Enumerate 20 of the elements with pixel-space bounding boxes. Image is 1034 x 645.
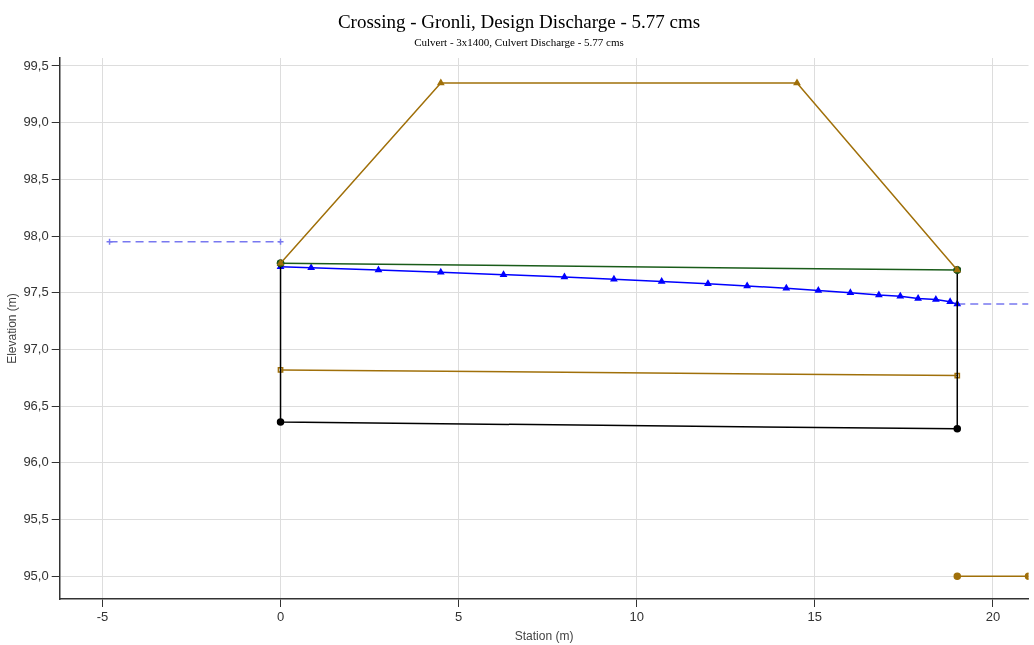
y-tick-label: 96,5: [23, 397, 49, 413]
x-axis-title: Station (m): [514, 629, 574, 644]
y-tick-label: 97,0: [23, 341, 49, 357]
y-tick-label: 98,0: [23, 227, 49, 243]
y-tick-label: 95,5: [23, 511, 49, 527]
chart-title: Crossing - Gronli, Design Discharge - 5.77 cms: [337, 11, 701, 33]
x-tick-label: 15: [807, 609, 823, 625]
y-tick-label: 95,0: [23, 567, 49, 583]
y-tick-label: 98,5: [23, 170, 49, 186]
x-tick-label: -5: [96, 609, 109, 625]
y-tick-label: 99,5: [23, 57, 49, 73]
chart-subtitle: Culvert - 3x1400, Culvert Discharge - 5.77 cms: [414, 36, 624, 49]
x-tick-label: 20: [985, 609, 1001, 625]
y-tick-label: 97,5: [23, 284, 49, 300]
x-tick-label: 5: [455, 609, 463, 625]
x-tick-label: 0: [276, 609, 285, 625]
y-tick-label: 96,0: [23, 454, 49, 470]
y-tick-label: 99,0: [23, 114, 49, 130]
y-axis-title: Elevation (m): [4, 293, 19, 364]
x-tick-label: 10: [629, 609, 644, 625]
